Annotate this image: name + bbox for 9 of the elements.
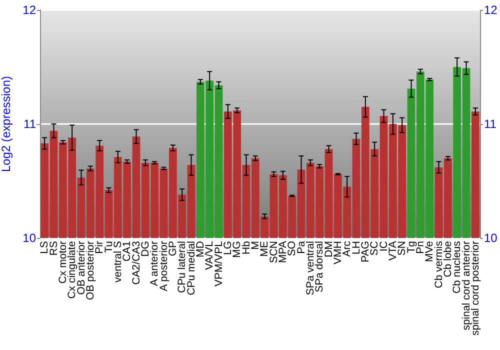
y-tick-label: 11 bbox=[24, 117, 36, 131]
x-tick-label: Cb lobe bbox=[442, 240, 454, 278]
y2-tick-label: 11 bbox=[484, 117, 497, 131]
y-tick-label: 12 bbox=[22, 3, 36, 17]
y-tick-label: 10 bbox=[22, 231, 36, 245]
y-axis-title: Log2 (expression) bbox=[0, 76, 13, 172]
y2-tick-label: 12 bbox=[484, 3, 498, 17]
y2-tick-label: 10 bbox=[484, 231, 498, 245]
x-tick-label: MVe bbox=[424, 240, 436, 262]
